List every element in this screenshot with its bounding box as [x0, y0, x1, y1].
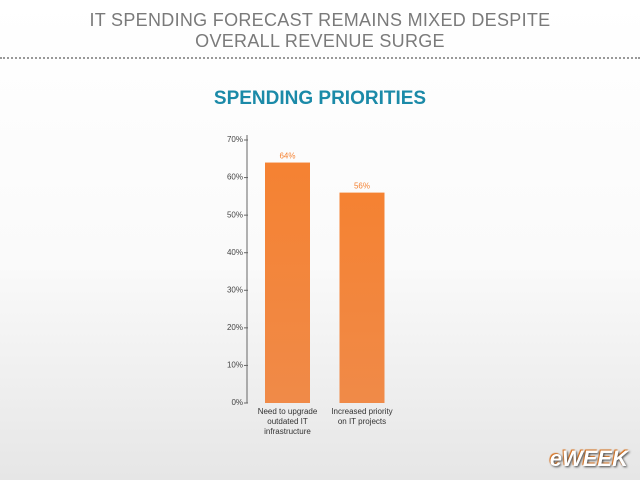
y-tick-label: 70%	[227, 135, 243, 144]
chart-title: SPENDING PRIORITIES	[213, 88, 427, 109]
y-tick-label: 30%	[227, 285, 243, 294]
value-label: 56%	[354, 182, 370, 191]
x-tick-label: Increased priority on IT projects	[331, 407, 393, 426]
bar	[265, 162, 310, 403]
x-tick-label: Need to upgrade outdated IT infrastructu…	[257, 407, 318, 436]
y-tick-label: 40%	[227, 248, 243, 257]
slide-title: IT SPENDING FORECAST REMAINS MIXED DESPI…	[89, 10, 551, 51]
value-label: 64%	[279, 152, 295, 161]
logo: eWEEK	[549, 446, 628, 471]
divider	[0, 57, 640, 59]
y-tick-label: 20%	[227, 323, 243, 332]
bar	[339, 192, 385, 403]
y-tick-label: 50%	[227, 210, 243, 219]
y-tick-label: 10%	[227, 361, 243, 370]
y-tick-label: 0%	[231, 398, 243, 407]
y-tick-label: 60%	[227, 173, 243, 182]
